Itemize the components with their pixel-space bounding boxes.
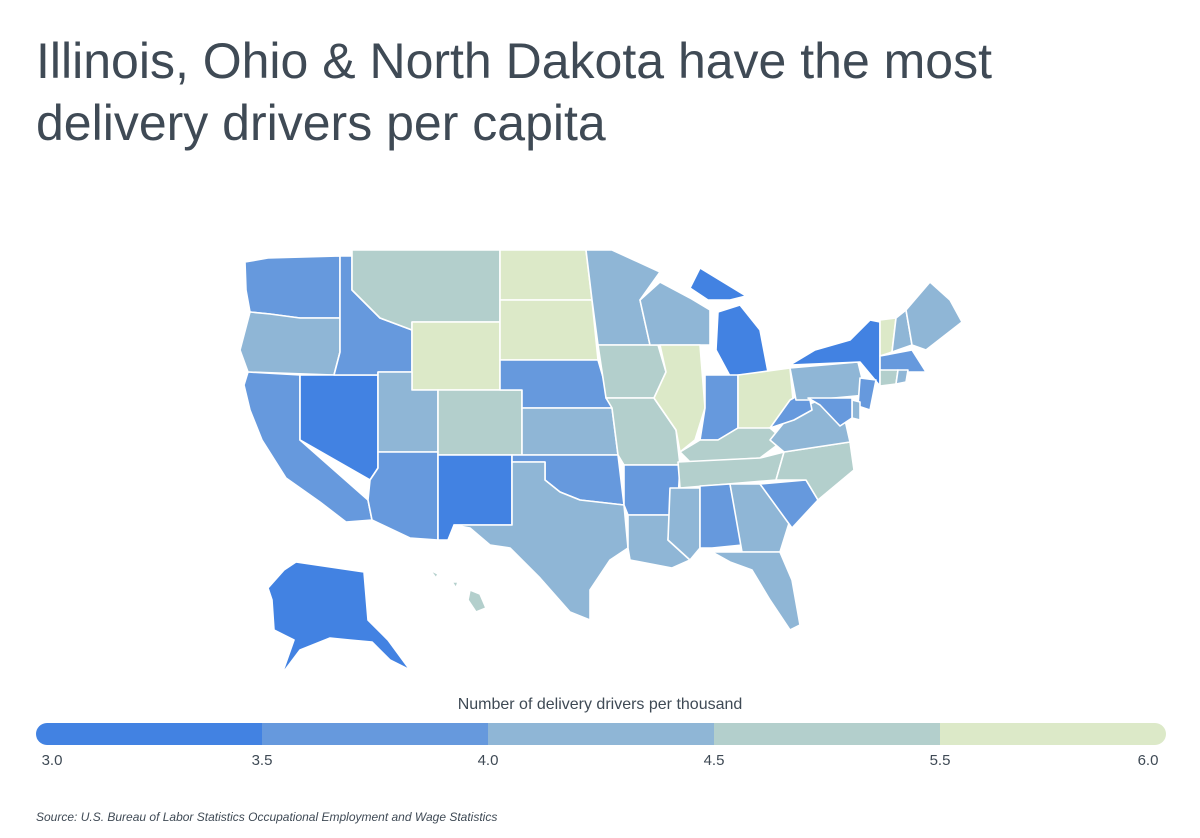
state-maine [905,281,963,351]
us-choropleth-map [239,249,963,675]
legend-tick-4-5: 4.5 [703,752,725,769]
state-alabama [699,483,743,549]
state-hawaii [429,569,487,613]
state-north-dakota [499,249,593,301]
legend-tick-6-0: 6.0 [1137,752,1159,769]
state-south-dakota [499,299,599,361]
state-florida [711,551,801,631]
state-kansas [521,407,619,456]
state-massachusetts [879,349,927,373]
state-mississippi [667,487,701,561]
legend-bin-2 [262,723,488,745]
state-georgia [729,483,791,553]
legend-bin-3 [488,723,714,745]
legend-tick-5-5: 5.5 [929,752,951,769]
state-new-york [789,319,881,387]
state-texas [453,461,629,621]
legend-tick-3-5: 3.5 [251,752,273,769]
state-new-jersey [857,377,877,411]
state-maryland [807,397,853,427]
legend-bin-5 [940,723,1166,745]
source-note: Source: U.S. Bureau of Labor Statistics … [36,810,498,824]
state-rhode-island [895,369,909,385]
legend-tick-3-0: 3.0 [41,752,63,769]
legend-bin-4 [714,723,940,745]
legend-bin-1 [36,723,262,745]
state-pennsylvania [789,361,867,401]
legend-tick-4-0: 4.0 [477,752,499,769]
page-title: Illinois, Ohio & North Dakota have the m… [36,33,993,151]
state-alaska [267,561,411,675]
state-arizona [367,451,439,541]
state-iowa [597,344,667,399]
state-oregon [239,311,341,376]
state-washington [244,255,341,319]
legend-title: Number of delivery drivers per thousand [457,696,743,713]
state-wisconsin [639,281,711,346]
state-delaware [851,399,861,421]
state-colorado [437,389,523,456]
state-wyoming [411,321,501,391]
state-indiana [699,374,739,441]
color-legend-bar [36,723,1166,745]
